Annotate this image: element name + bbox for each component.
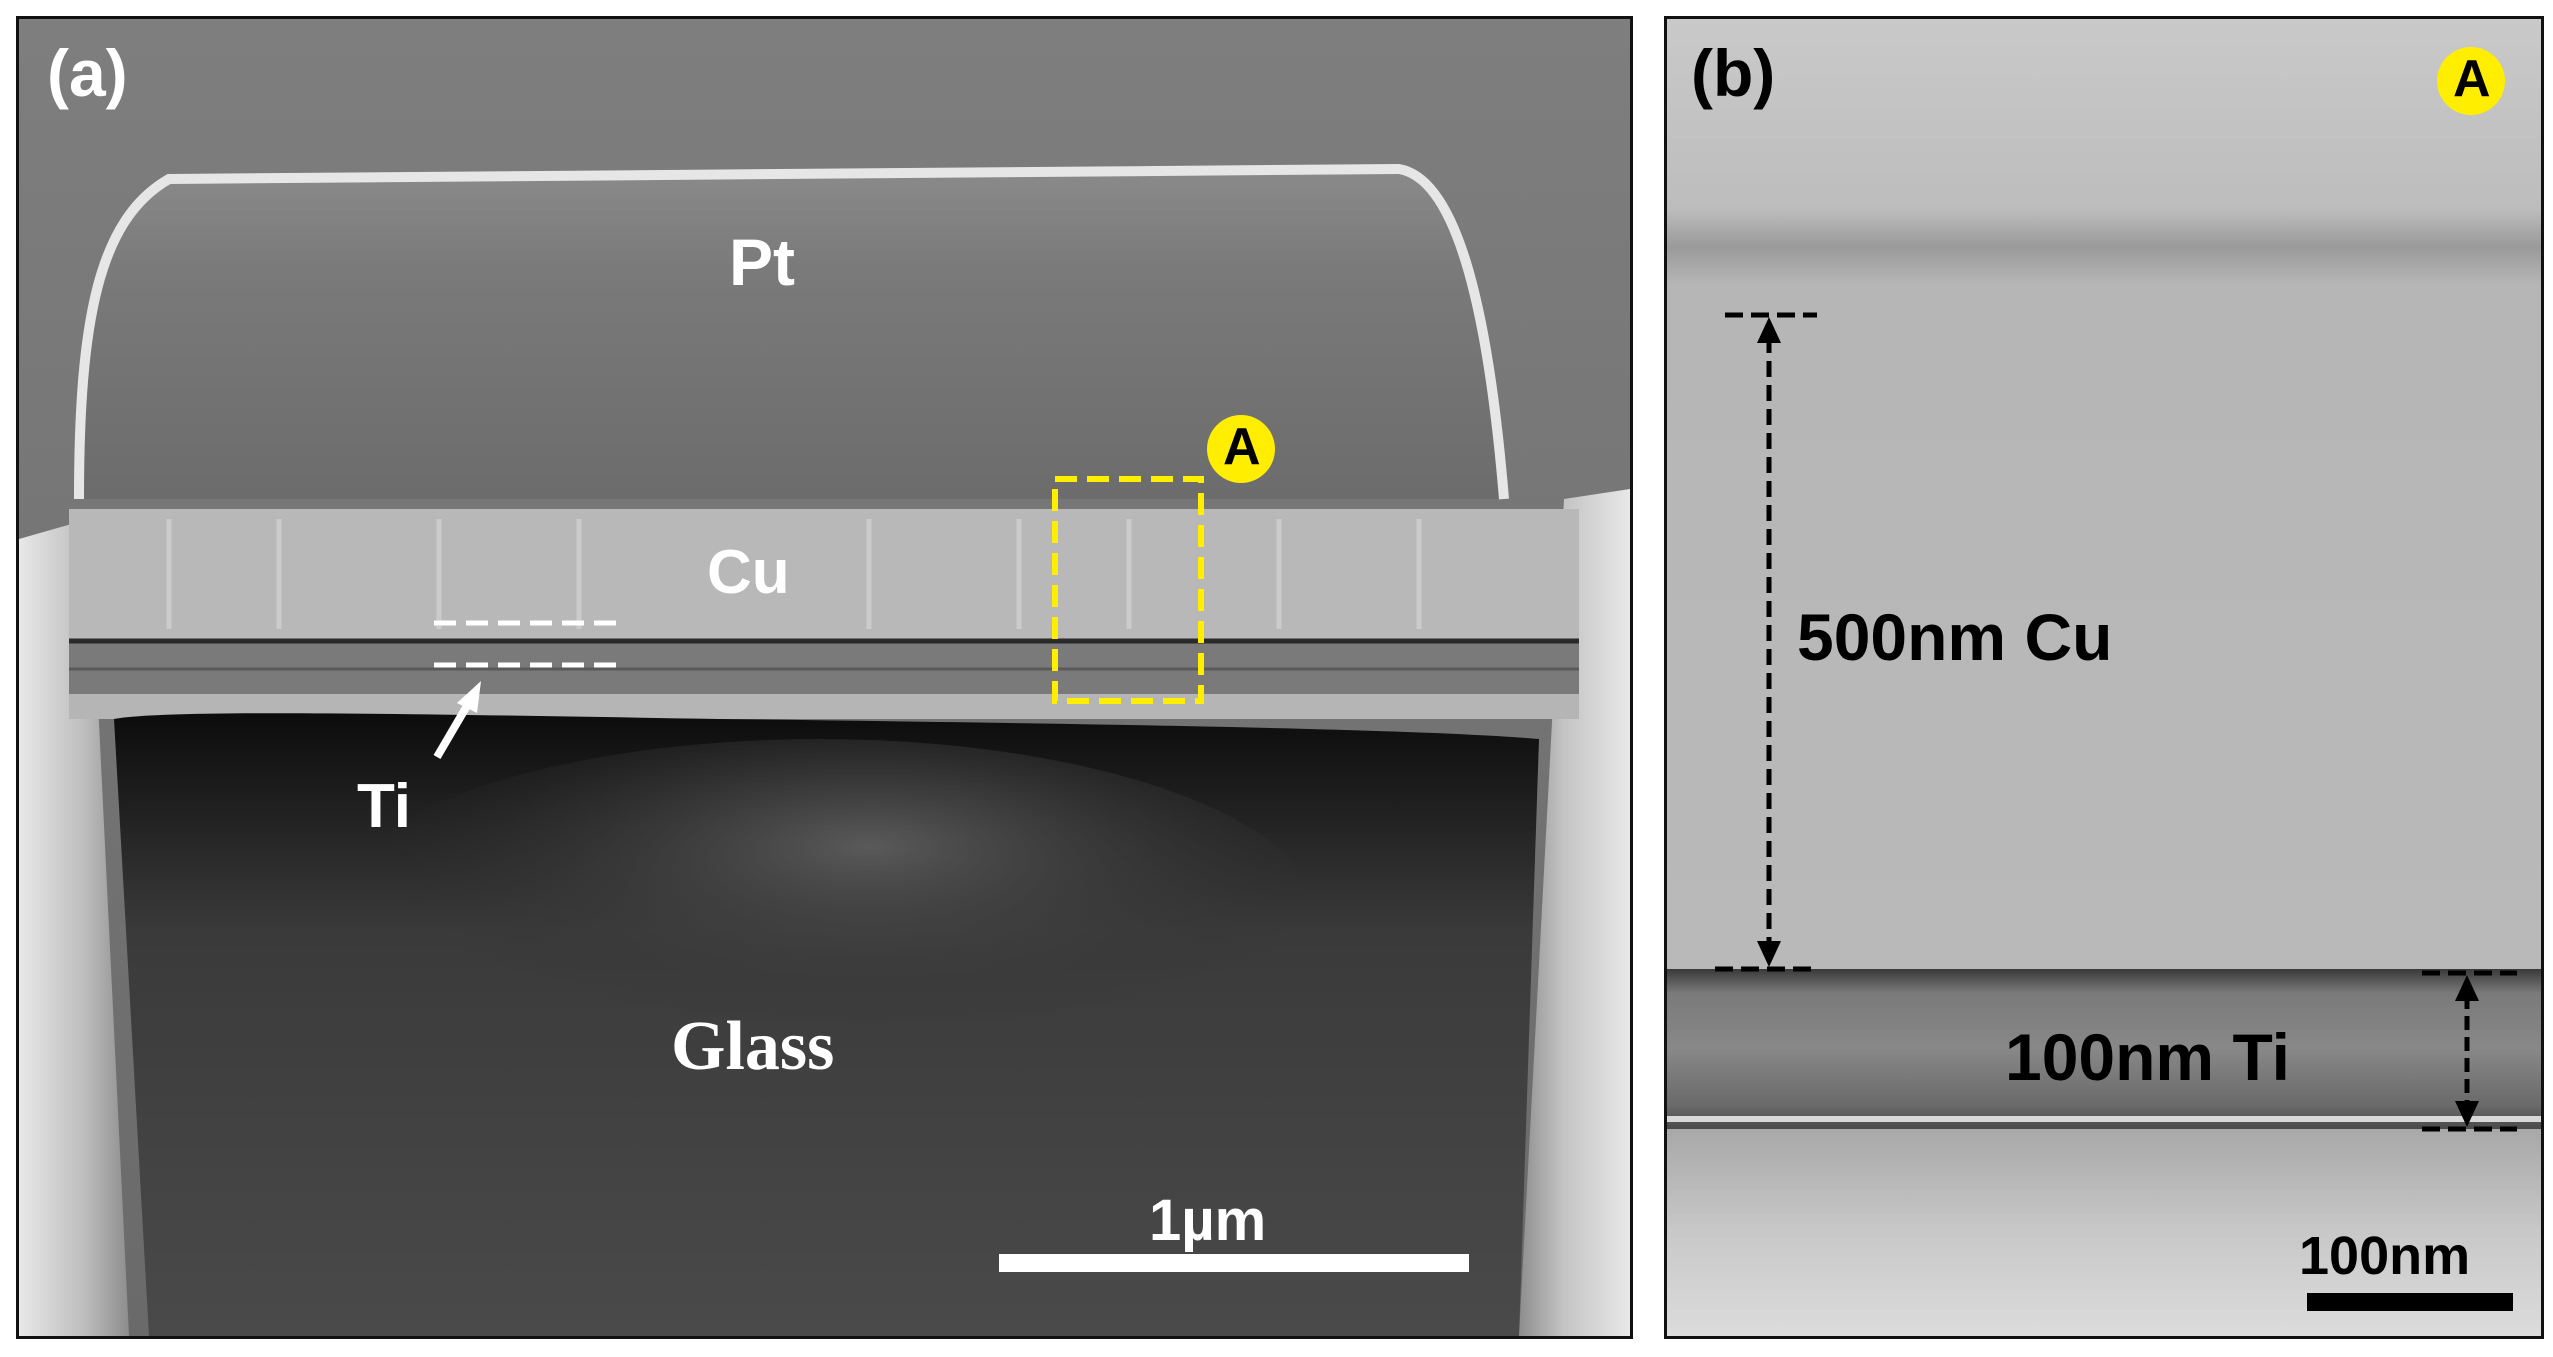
glass-glow (319, 739, 1319, 1099)
scale-bar-a-label: 1µm (1149, 1188, 1267, 1253)
panel-a-canvas (19, 19, 1630, 1336)
panel-b-canvas (1667, 19, 2541, 1336)
marker-a-circle (1207, 415, 1275, 483)
panel-b-sem-image: (b) A 500nm Cu 100nm Ti 100nm (1664, 16, 2544, 1339)
panel-b-label: (b) (1691, 36, 1776, 110)
ti-arrow-top (2455, 975, 2479, 1001)
region-a-box (1052, 476, 1204, 704)
cu-arrow-bottom (1757, 941, 1781, 967)
ti-arrow-head (457, 681, 481, 713)
left-wall (19, 519, 129, 1336)
cu-arrow-top (1757, 317, 1781, 343)
cu-label: Cu (707, 538, 790, 607)
ti-arrow-bottom (2455, 1101, 2479, 1127)
glass-label: Glass (671, 1008, 835, 1085)
pt-edge-highlight (74, 163, 1509, 500)
scale-bar-b (2307, 1293, 2513, 1311)
ti-region-b (1667, 969, 2541, 1129)
marker-a-letter-b: A (2453, 50, 2491, 108)
cu-layer (69, 509, 1579, 639)
cu-grain-texture (166, 519, 1422, 629)
ti-layer (69, 639, 1579, 694)
marker-a-circle-b (2437, 47, 2505, 115)
panel-a-sem-image: (a) Pt Cu Ti Glass A 1µm (16, 16, 1633, 1339)
panel-a-label: (a) (47, 36, 128, 110)
ti-thickness-label: 100nm Ti (2005, 1020, 2290, 1094)
cu-thickness-label: 500nm Cu (1797, 600, 2113, 674)
ti-arrow-shaft (433, 696, 475, 760)
marker-a-letter: A (1223, 418, 1261, 476)
cu-region-b (1667, 19, 2541, 969)
right-wall (1519, 489, 1630, 1336)
scale-bar-b-label: 100nm (2299, 1226, 2471, 1286)
pt-label: Pt (729, 225, 795, 299)
pt-layer (79, 169, 1504, 499)
ti-label: Ti (357, 772, 411, 841)
scale-bar-a (999, 1254, 1469, 1272)
